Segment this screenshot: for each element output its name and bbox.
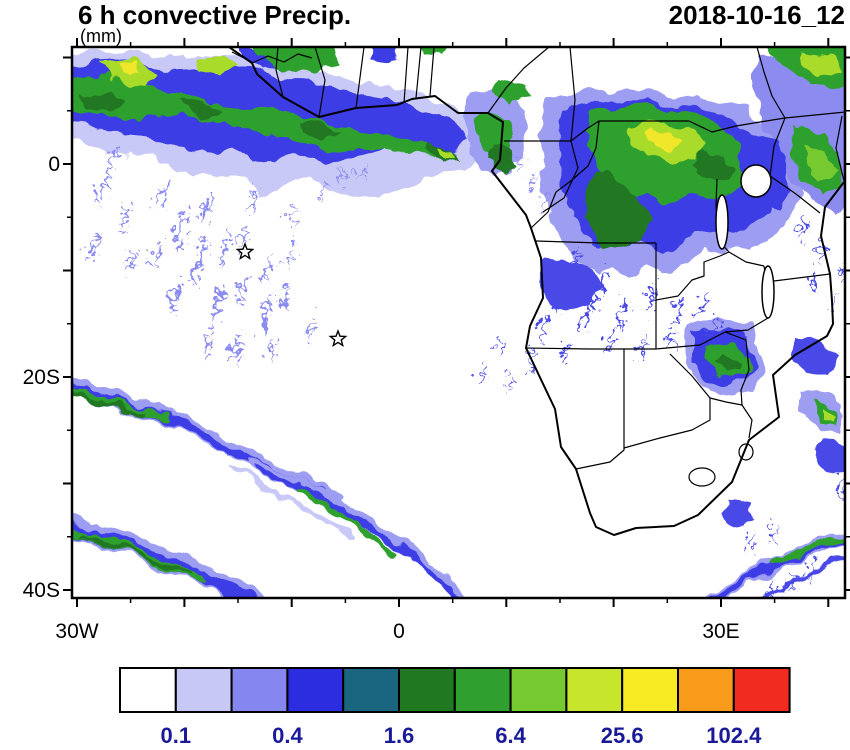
colorbar-cell <box>286 667 345 713</box>
y-axis-label-0: 0 <box>48 153 60 176</box>
colorbar-label: 6.4 <box>495 723 526 748</box>
colorbar-label: 1.6 <box>384 723 415 748</box>
colorbar-cell <box>398 667 456 713</box>
colorbar-cell <box>565 667 624 713</box>
swaziland-border <box>738 443 754 461</box>
colorbar-cell <box>621 667 680 713</box>
colorbar-label: 25.6 <box>601 723 644 748</box>
lesotho-border <box>688 467 716 487</box>
country-borders <box>231 48 844 470</box>
y-axis-label-20s: 20S <box>23 366 60 389</box>
storm-marker-star <box>329 330 347 347</box>
lakes <box>715 164 775 319</box>
lake-malawi <box>761 265 775 319</box>
x-axis-label-0: 0 <box>393 620 405 643</box>
coastlines-and-borders <box>228 48 844 536</box>
x-axis-label-30e: 30E <box>702 620 739 643</box>
colorbar-cell <box>453 667 512 713</box>
colorbar-cell <box>732 667 791 713</box>
plot-title: 6 h convective Precip. <box>78 0 351 30</box>
colorbar-cell <box>509 667 568 713</box>
y-axis-label-40s: 40S <box>23 579 60 602</box>
storm-marker-star <box>236 243 254 260</box>
colorbar-cell <box>230 667 289 713</box>
colorbar-cell <box>174 667 233 713</box>
colorbar-cell <box>119 667 177 713</box>
colorbar-label: 102.4 <box>706 723 762 748</box>
africa-coastline <box>228 48 844 536</box>
lake-victoria <box>740 164 772 198</box>
colorbar-cell <box>342 667 401 713</box>
x-axis-label-30w: 30W <box>55 620 98 643</box>
lake-tanganyika <box>715 194 729 250</box>
plot-units: (mm) <box>80 26 122 46</box>
colorbar-label: 0.1 <box>161 723 192 748</box>
colorbar-cell <box>677 667 735 713</box>
map-frame <box>70 45 847 600</box>
precipitation-field <box>73 48 844 597</box>
plot-datetime: 2018-10-16_12 <box>669 0 845 30</box>
minor-ticks <box>67 42 850 603</box>
colorbar-label: 0.4 <box>272 723 303 748</box>
colorbar: 0.1 0.4 1.6 6.4 25.6 102.4 <box>119 667 791 748</box>
